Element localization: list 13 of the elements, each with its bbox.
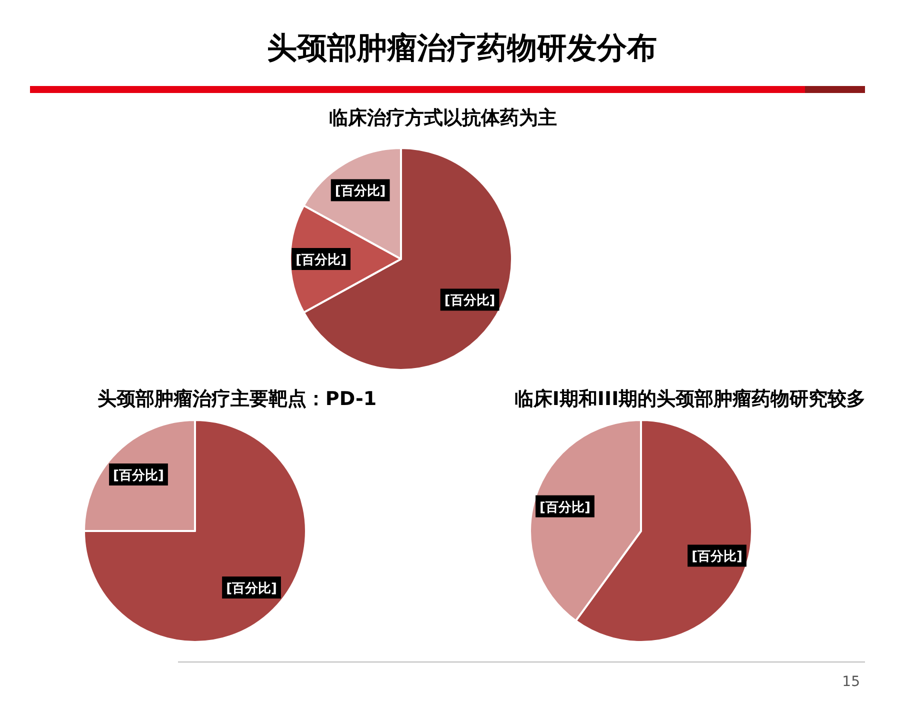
pie-slice [83,419,307,643]
data-label: [百分比] [334,184,386,200]
chart-title: 临床治疗方式以抗体药为主 [329,107,557,129]
text: 15 [842,674,860,690]
data-label: [百分比] [113,468,164,484]
data-label: [百分比] [692,550,742,565]
data-label: [百分比] [540,500,590,516]
chart-title: 头颈部肿瘤治疗主要靶点：PD-1 [97,388,377,410]
data-label: [百分比] [226,582,277,597]
data-label: [百分比] [296,253,347,268]
text: 头颈部肿瘤治疗药物研发分布 [267,31,657,66]
data-label: [百分比] [444,294,496,309]
chart-title: 临床I期和III期的头颈部肿瘤药物研究较多 [514,388,866,410]
